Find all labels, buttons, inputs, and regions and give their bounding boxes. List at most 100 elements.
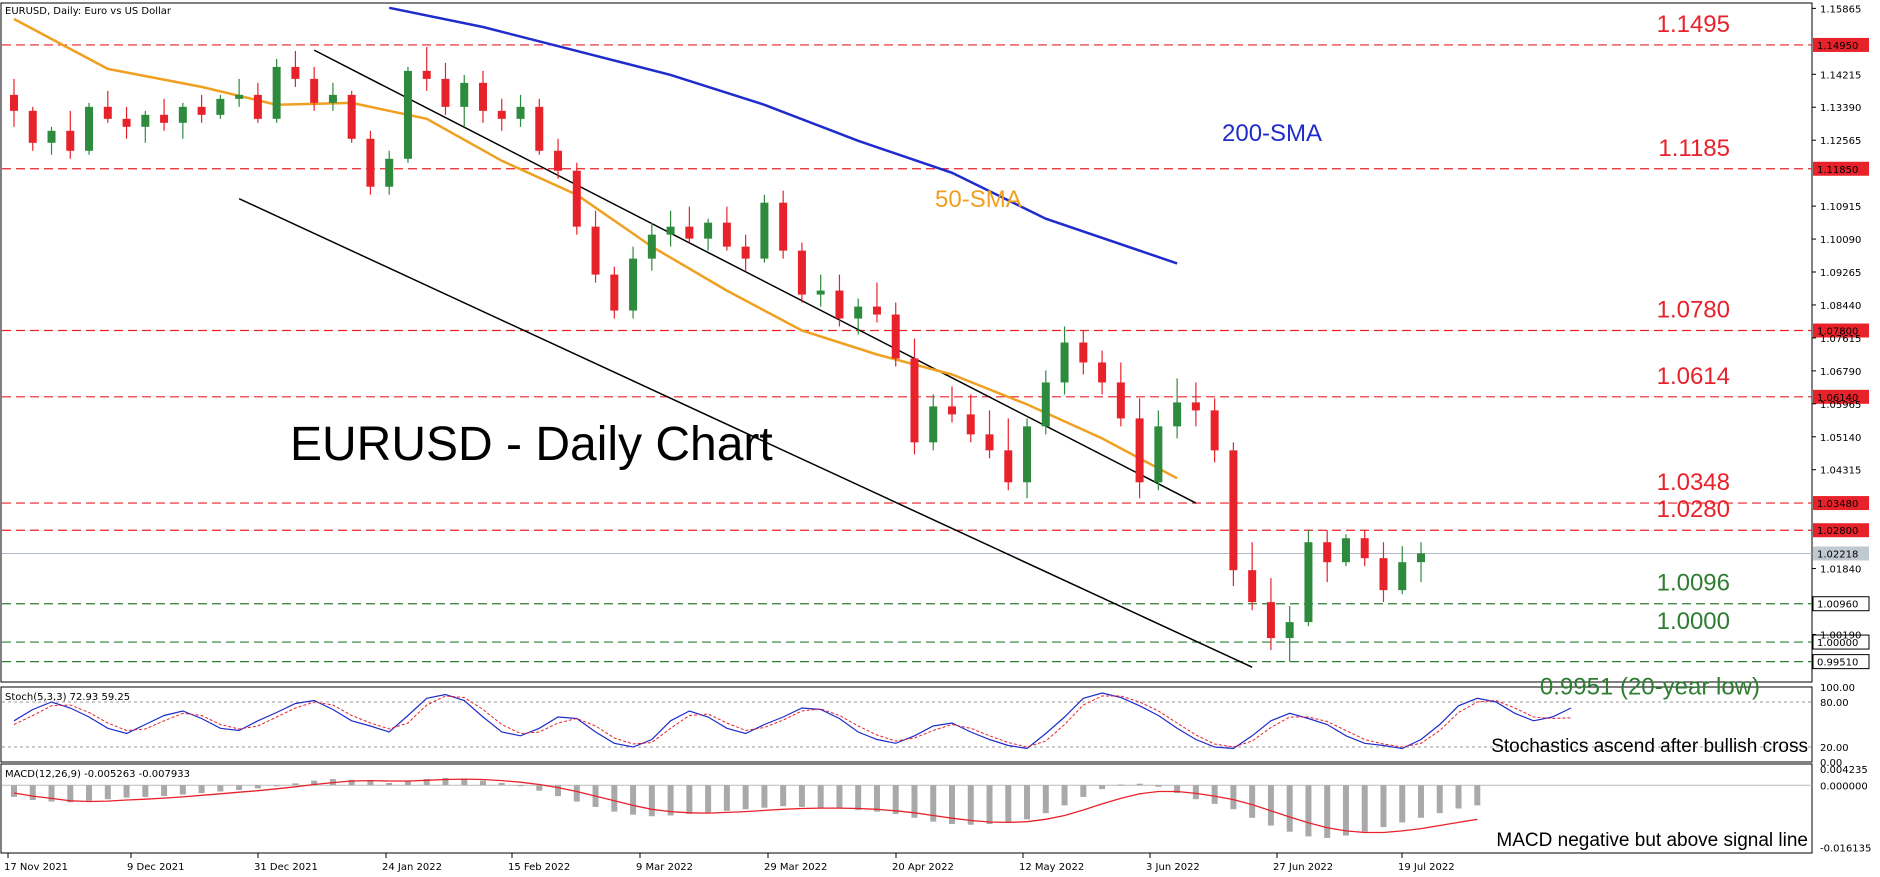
macd-bar xyxy=(480,780,486,786)
macd-bar xyxy=(423,779,430,786)
macd-bar xyxy=(86,785,93,801)
candle-body xyxy=(516,106,525,119)
macd-bar xyxy=(967,785,974,825)
stoch-signal-line xyxy=(13,695,1572,748)
level-tag-text: 1.02800 xyxy=(1817,526,1858,537)
candle-body xyxy=(497,110,506,119)
stoch-tick-label: 20.00 xyxy=(1820,743,1849,754)
macd-bar xyxy=(1230,785,1237,810)
candle-body xyxy=(216,98,225,115)
chart-title: EURUSD - Daily Chart xyxy=(290,418,773,471)
candle-body xyxy=(872,306,881,315)
macd-bar xyxy=(1267,785,1274,826)
macd-bar xyxy=(292,783,299,786)
macd-bar xyxy=(123,785,130,798)
candle-body xyxy=(910,358,919,443)
y-tick-label: 1.00190 xyxy=(1820,630,1861,641)
macd-bar xyxy=(723,785,730,811)
macd-title: MACD(12,26,9) -0.005263 -0.007933 xyxy=(5,769,190,780)
candle-body xyxy=(1398,562,1407,591)
y-tick-label: 1.06790 xyxy=(1820,367,1861,378)
macd-bar xyxy=(780,785,787,807)
macd-bar xyxy=(949,785,955,824)
candle-body xyxy=(685,226,694,239)
level-tag xyxy=(1813,161,1869,176)
macd-bar xyxy=(573,785,580,802)
stoch-tick-label: 0.00 xyxy=(1820,758,1842,769)
macd-bar xyxy=(11,785,17,797)
macd-bar xyxy=(611,785,618,812)
sma200-label: 200-SMA xyxy=(1222,120,1322,147)
candle-body xyxy=(47,130,56,143)
x-tick-label: 31 Dec 2021 xyxy=(254,862,318,873)
macd-bar xyxy=(273,785,280,787)
stoch-note: Stochastics ascend after bullish cross xyxy=(1491,736,1808,757)
macd-bar xyxy=(367,781,374,786)
macd-bar xyxy=(1042,785,1049,814)
candle-body xyxy=(1079,342,1088,363)
candle-body xyxy=(10,94,18,111)
macd-bar xyxy=(1211,785,1218,804)
x-tick-label: 9 Mar 2022 xyxy=(636,862,693,873)
macd-bar xyxy=(517,785,524,787)
macd-panel: 0.004235 0.000000 -0.016135 xyxy=(2,765,1871,855)
level-label: 1.0614 xyxy=(1657,363,1730,390)
macd-bar xyxy=(179,785,186,795)
candle-body xyxy=(479,82,487,111)
macd-bar xyxy=(498,782,505,786)
y-tick-label: 1.08440 xyxy=(1820,301,1861,312)
level-label: 1.0348 xyxy=(1657,469,1730,496)
x-tick-label: 3 Jun 2022 xyxy=(1146,862,1200,873)
macd-bar xyxy=(836,785,843,809)
candlesticks xyxy=(10,46,1425,662)
x-tick-label: 15 Feb 2022 xyxy=(508,862,570,873)
macd-bar xyxy=(1117,784,1124,786)
sma50-label: 50-SMA xyxy=(935,186,1022,213)
y-tick-label: 1.14215 xyxy=(1820,70,1861,81)
x-tick-label: 19 Jul 2022 xyxy=(1398,862,1455,873)
macd-bar xyxy=(348,779,355,786)
candle-body xyxy=(460,82,469,107)
macd-bar xyxy=(311,780,318,786)
macd-bar xyxy=(1136,783,1143,786)
candle-body xyxy=(554,150,563,171)
macd-bar xyxy=(1192,785,1199,800)
sma200-line xyxy=(388,6,1178,265)
macd-bar xyxy=(1455,785,1462,809)
candle-body xyxy=(1173,402,1182,427)
candle-body xyxy=(1323,542,1332,563)
candle-body xyxy=(629,258,638,311)
macd-bar xyxy=(705,785,712,813)
trend-channel xyxy=(238,49,1253,668)
candle-body xyxy=(1154,426,1163,483)
candle-body xyxy=(1285,622,1294,639)
level-label: 1.1495 xyxy=(1657,11,1730,38)
macd-bar xyxy=(761,785,768,808)
level-tag-text: 1.03480 xyxy=(1817,499,1858,510)
y-tick-label: 1.10915 xyxy=(1820,202,1861,213)
channel-lower-line xyxy=(238,198,1253,668)
macd-bar xyxy=(742,785,749,810)
macd-bar xyxy=(442,777,449,786)
candle-body xyxy=(722,222,731,247)
macd-bar xyxy=(1155,785,1162,787)
level-tag-text: 0.99510 xyxy=(1817,658,1858,669)
candle-body xyxy=(253,94,262,119)
macd-bar xyxy=(1361,785,1368,832)
level-label: 1.0280 xyxy=(1657,496,1730,523)
level-tag xyxy=(1813,496,1869,511)
macd-bar xyxy=(461,778,468,786)
level-tag xyxy=(1812,596,1870,612)
macd-bar xyxy=(798,785,805,807)
candle-body xyxy=(891,314,900,359)
panel-frames xyxy=(0,2,1813,854)
candle-body xyxy=(591,226,600,275)
x-tick-label: 9 Dec 2021 xyxy=(127,862,185,873)
macd-bar xyxy=(1005,785,1012,823)
candle-body xyxy=(797,250,806,295)
macd-bar xyxy=(536,785,543,791)
macd-bar xyxy=(911,785,918,818)
level-tag-text: 1.06140 xyxy=(1817,393,1858,404)
